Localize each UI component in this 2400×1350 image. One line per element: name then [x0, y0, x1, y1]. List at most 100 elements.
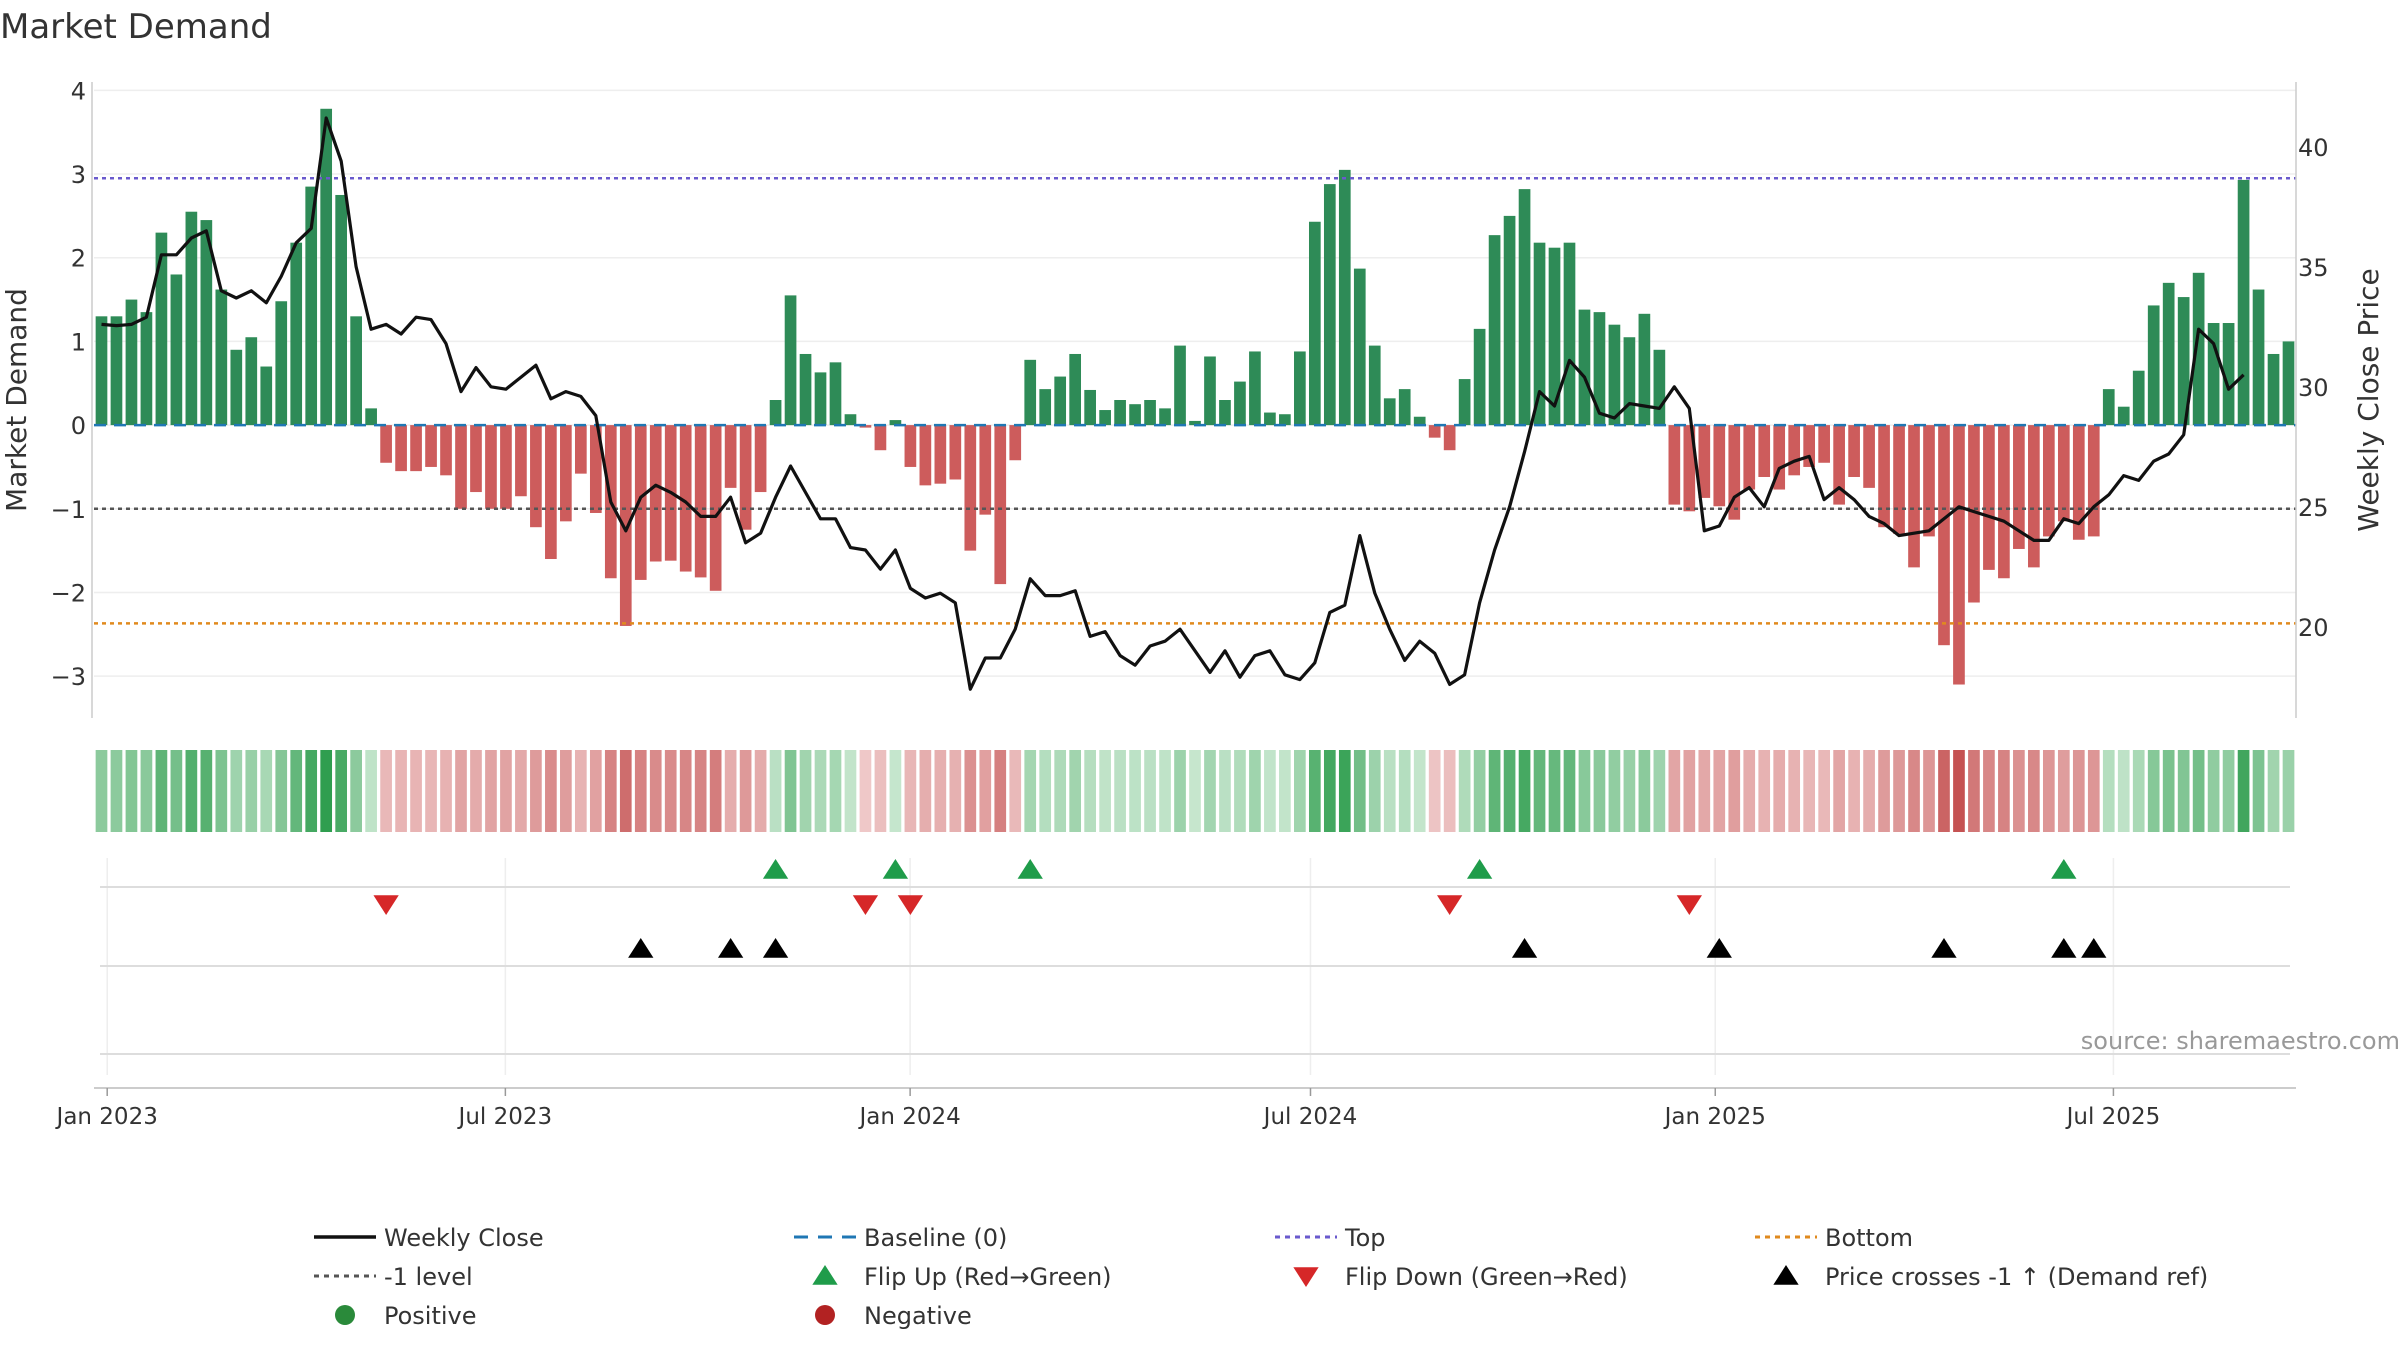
heat-cell: [904, 750, 917, 832]
price-cross-marker: [2051, 938, 2077, 958]
grid: [94, 89, 2296, 1075]
demand-bar: [1998, 425, 2010, 579]
demand-bar: [1114, 400, 1126, 426]
y-tick-label: 4: [71, 77, 86, 105]
demand-bar: [709, 425, 722, 591]
x-tick-label: Jul 2025: [2065, 1104, 2161, 1130]
heat-cell: [2147, 750, 2160, 832]
demand-bar: [2132, 370, 2145, 426]
demand-bar: [754, 425, 767, 493]
heat-cell: [1893, 750, 1905, 832]
demand-bar: [1264, 412, 1276, 426]
demand-bar: [1443, 425, 1456, 451]
heat-cell: [1758, 750, 1771, 832]
heat-cell: [1863, 750, 1875, 832]
flip-up-marker: [1017, 859, 1043, 879]
legend-swatch: [815, 1305, 835, 1325]
legend-item-positive: Positive: [335, 1302, 477, 1330]
demand-bar: [769, 400, 782, 426]
heat-cell: [2207, 750, 2220, 832]
demand-bar: [1653, 349, 1666, 426]
legend: Weekly Close Baseline (0) Top Bottom -1 leve…: [314, 1224, 2208, 1330]
heat-cell: [1848, 750, 1860, 832]
demand-bar: [859, 425, 872, 428]
heat-cell: [619, 750, 632, 832]
demand-bar: [799, 353, 812, 426]
demand-bar: [2042, 425, 2055, 537]
heat-cell: [1728, 750, 1741, 832]
heat-cell: [964, 750, 977, 832]
heat-cell: [664, 750, 677, 832]
heat-cell: [1773, 750, 1786, 832]
legend-label: Price crosses -1 ↑ (Demand ref): [1825, 1263, 2208, 1291]
signal-markers: [100, 859, 2290, 1055]
legend-label: Flip Down (Green→Red): [1345, 1263, 1628, 1291]
demand-bar: [1518, 189, 1531, 426]
demand-bar: [350, 316, 362, 426]
demand-bar: [2207, 323, 2220, 426]
demand-bar: [2013, 425, 2025, 549]
demand-bar: [245, 337, 258, 426]
price-cross-marker: [2081, 938, 2107, 958]
heat-cell: [769, 750, 782, 832]
demand-bar: [1413, 416, 1426, 426]
price-series: [101, 116, 2245, 691]
y-tick-label: −3: [51, 663, 86, 691]
weekly-close-line: [101, 116, 2245, 691]
legend-label: Weekly Close: [384, 1224, 544, 1252]
heat-cell: [350, 750, 362, 832]
heat-cell: [1279, 750, 1291, 832]
demand-heat-strip: [95, 750, 2295, 832]
flip-down-marker: [897, 895, 924, 915]
demand-bar: [2102, 389, 2115, 426]
legend-item-top: Top: [1275, 1224, 1386, 1252]
demand-bar: [545, 425, 557, 559]
demand-bar: [1159, 408, 1171, 426]
demand-bar: [140, 312, 153, 426]
heat-cell: [215, 750, 228, 832]
demand-bar: [365, 408, 377, 426]
demand-bar: [470, 425, 482, 493]
heat-cell: [679, 750, 692, 832]
legend-item-negative: Negative: [815, 1302, 972, 1330]
legend-swatch: [1293, 1267, 1319, 1287]
demand-bar: [1099, 410, 1111, 426]
demand-bar: [1968, 425, 1980, 603]
price-cross-marker: [1706, 938, 1732, 958]
heat-cell: [949, 750, 962, 832]
heat-cell: [260, 750, 273, 832]
demand-bar: [1698, 425, 1711, 498]
demand-bar: [1144, 400, 1156, 426]
heat-cell: [1084, 750, 1096, 832]
heat-cell: [1249, 750, 1261, 832]
demand-bar: [784, 295, 797, 426]
heat-cell: [1294, 750, 1306, 832]
demand-bar: [1189, 420, 1201, 426]
demand-bar: [1713, 425, 1726, 507]
demand-bar: [1728, 425, 1741, 520]
demand-bar: [934, 425, 947, 484]
heat-cell: [230, 750, 243, 832]
heat-cell: [155, 750, 168, 832]
price-cross-marker: [762, 938, 789, 958]
demand-bar: [500, 425, 512, 509]
demand-bar: [2267, 353, 2280, 426]
reference-lines: [94, 176, 2296, 625]
demand-bar: [679, 425, 692, 572]
heat-cell: [1174, 750, 1186, 832]
heat-cell: [140, 750, 153, 832]
heat-cell: [335, 750, 348, 832]
legend-label: Bottom: [1825, 1224, 1913, 1252]
demand-bar: [814, 372, 827, 426]
heat-cell: [170, 750, 183, 832]
heat-cell: [1054, 750, 1067, 832]
heat-cell: [1563, 750, 1576, 832]
demand-bar: [1608, 324, 1621, 426]
price-cross-marker: [717, 938, 744, 958]
heat-cell: [1189, 750, 1201, 832]
x-tick-label: Jan 2024: [857, 1104, 960, 1130]
heat-cell: [1129, 750, 1141, 832]
heat-cell: [1803, 750, 1816, 832]
demand-bar: [979, 425, 992, 515]
heat-cell: [1953, 750, 1965, 832]
